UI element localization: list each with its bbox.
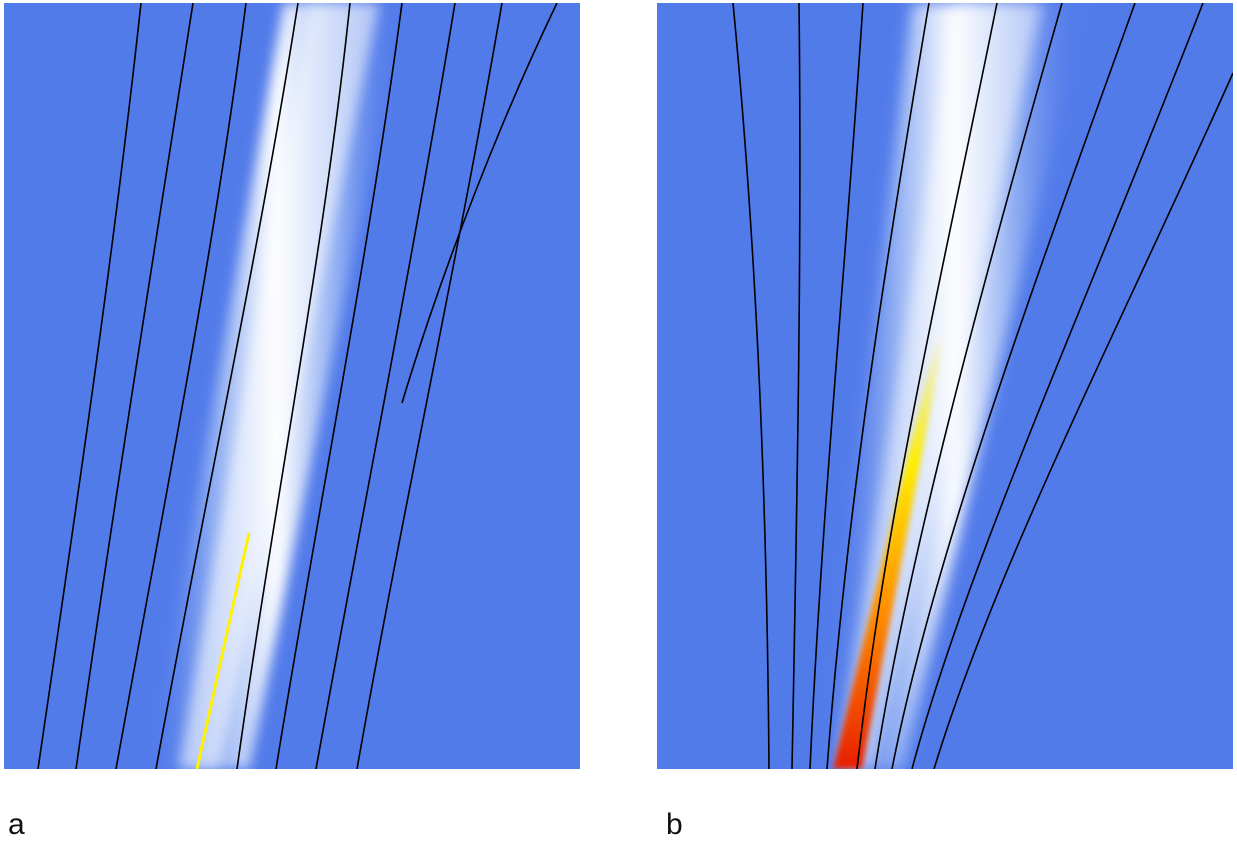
contour-lines-a xyxy=(37,3,558,769)
panel-label-a: a xyxy=(8,808,25,841)
contour-line xyxy=(37,3,142,769)
beam-field-plot-a xyxy=(4,3,580,769)
highlight-line-a xyxy=(195,532,251,769)
contour-line xyxy=(315,3,456,769)
panel-label-b: b xyxy=(666,808,683,841)
contour-line xyxy=(891,3,1136,769)
contour-line xyxy=(236,3,351,769)
contour-line xyxy=(874,3,1063,769)
contour-line xyxy=(275,3,403,769)
beam-core-a xyxy=(179,3,379,769)
contour-line xyxy=(75,3,194,769)
contour-line xyxy=(401,3,558,404)
hot-core-b xyxy=(833,333,945,769)
contour-line xyxy=(826,3,930,769)
contour-line xyxy=(911,3,1204,769)
contour-line xyxy=(155,3,299,769)
figure-panel-a xyxy=(4,3,580,769)
contour-line xyxy=(809,3,864,769)
beam-field-plot-b xyxy=(657,3,1233,769)
contour-line xyxy=(933,72,1233,769)
contour-line xyxy=(791,3,801,769)
contour-line xyxy=(115,3,247,769)
contour-lines-b xyxy=(732,3,1233,769)
contour-line xyxy=(732,3,770,769)
contour-line xyxy=(356,3,503,769)
figure-panel-b xyxy=(657,3,1233,769)
contour-line xyxy=(856,3,998,769)
